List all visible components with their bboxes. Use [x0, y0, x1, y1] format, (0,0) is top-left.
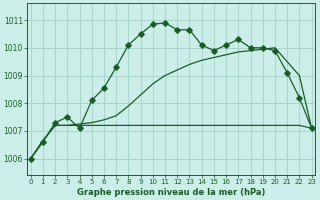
X-axis label: Graphe pression niveau de la mer (hPa): Graphe pression niveau de la mer (hPa) [77, 188, 265, 197]
